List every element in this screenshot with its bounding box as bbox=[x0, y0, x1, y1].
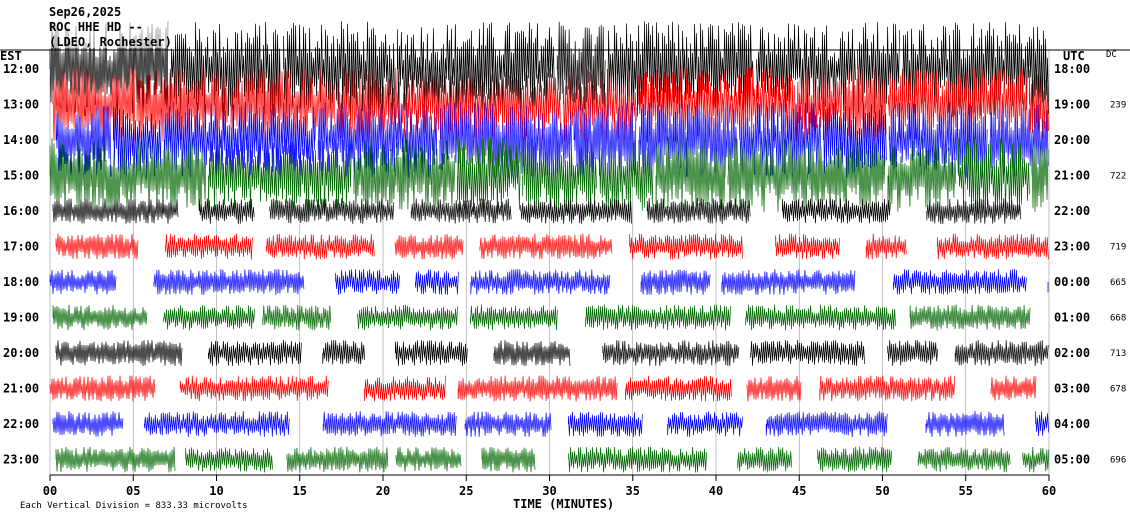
header-date: Sep26,2025 bbox=[49, 5, 121, 19]
x-tick-label: 35 bbox=[626, 484, 640, 498]
x-tick-labels: 00 05 10 15 20 25 30 35 40 45 50 55 60 bbox=[43, 484, 1056, 498]
seismic-traces bbox=[49, 21, 1050, 473]
x-tick-marks bbox=[49, 475, 1050, 481]
header-backdrop bbox=[46, 2, 174, 48]
x-tick-label: 30 bbox=[542, 484, 556, 498]
utc-hour-label: 22:00 bbox=[1054, 204, 1090, 218]
est-hour-label: 15:00 bbox=[3, 169, 39, 183]
est-hour-label: 12:00 bbox=[3, 62, 39, 76]
x-tick-label: 50 bbox=[875, 484, 889, 498]
utc-hour-label: 18:00 bbox=[1054, 62, 1090, 76]
x-tick-label: 05 bbox=[126, 484, 140, 498]
trace-row bbox=[49, 269, 1049, 296]
utc-hour-label: 00:00 bbox=[1054, 275, 1090, 289]
utc-hour-label: 03:00 bbox=[1054, 382, 1090, 396]
utc-hour-label: 19:00 bbox=[1054, 98, 1090, 112]
utc-hour-label: 02:00 bbox=[1054, 346, 1090, 360]
trace-row bbox=[55, 339, 1049, 367]
est-hour-label: 21:00 bbox=[3, 382, 39, 396]
est-hour-label: 20:00 bbox=[3, 346, 39, 360]
utc-hour-labels: 18:00 19:00 20:00 21:00 22:00 23:00 00:00 01:00… bbox=[1054, 62, 1090, 467]
dc-value: 239 bbox=[1110, 101, 1126, 111]
est-hour-label: 14:00 bbox=[3, 133, 39, 147]
est-hour-label: 19:00 bbox=[3, 311, 39, 325]
trace-row bbox=[55, 446, 1050, 473]
est-hour-label: 16:00 bbox=[3, 204, 39, 218]
utc-hour-label: 01:00 bbox=[1054, 311, 1090, 325]
est-zone-label: EST bbox=[0, 49, 22, 63]
x-tick-label: 00 bbox=[43, 484, 57, 498]
dc-value: 678 bbox=[1110, 385, 1126, 395]
x-axis-title: TIME (MINUTES) bbox=[513, 497, 614, 511]
est-hour-label: 23:00 bbox=[3, 453, 39, 467]
x-tick-label: 20 bbox=[376, 484, 390, 498]
utc-hour-label: 23:00 bbox=[1054, 240, 1090, 254]
utc-hour-label: 05:00 bbox=[1054, 453, 1090, 467]
dc-values: 239 722 719 665 668 713 678 696 bbox=[1110, 101, 1126, 466]
est-hour-label: 17:00 bbox=[3, 240, 39, 254]
est-hour-label: 13:00 bbox=[3, 98, 39, 112]
dc-value: 696 bbox=[1110, 456, 1126, 466]
x-tick-label: 40 bbox=[709, 484, 723, 498]
utc-hour-label: 04:00 bbox=[1054, 417, 1090, 431]
dc-label: DC bbox=[1106, 50, 1117, 60]
trace-row bbox=[55, 233, 1049, 260]
header-location: (LDEO, Rochester) bbox=[49, 35, 172, 49]
trace-row bbox=[52, 304, 1031, 331]
trace-row bbox=[52, 197, 1022, 225]
est-hour-label: 22:00 bbox=[3, 417, 39, 431]
x-tick-label: 45 bbox=[792, 484, 806, 498]
dc-value: 722 bbox=[1110, 172, 1126, 182]
est-hour-label: 18:00 bbox=[3, 275, 39, 289]
utc-hour-label: 21:00 bbox=[1054, 169, 1090, 183]
dc-value: 665 bbox=[1110, 278, 1126, 288]
utc-hour-label: 20:00 bbox=[1054, 133, 1090, 147]
est-hour-labels: 12:00 13:00 14:00 15:00 16:00 17:00 18:00 19:00… bbox=[3, 62, 39, 467]
x-tick-label: 15 bbox=[293, 484, 307, 498]
trace-row bbox=[52, 411, 1049, 438]
trace-row bbox=[49, 375, 1037, 402]
x-tick-label: 25 bbox=[459, 484, 473, 498]
header-station: ROC HHE HD -- bbox=[49, 20, 143, 34]
scale-note: Each Vertical Division = 833.33 microvol… bbox=[20, 501, 248, 511]
dc-value: 713 bbox=[1110, 349, 1126, 359]
dc-value: 668 bbox=[1110, 314, 1126, 324]
utc-zone-label: UTC bbox=[1063, 49, 1085, 63]
dc-value: 719 bbox=[1110, 243, 1126, 253]
x-tick-label: 60 bbox=[1042, 484, 1056, 498]
x-tick-label: 55 bbox=[959, 484, 973, 498]
x-tick-label: 10 bbox=[209, 484, 223, 498]
